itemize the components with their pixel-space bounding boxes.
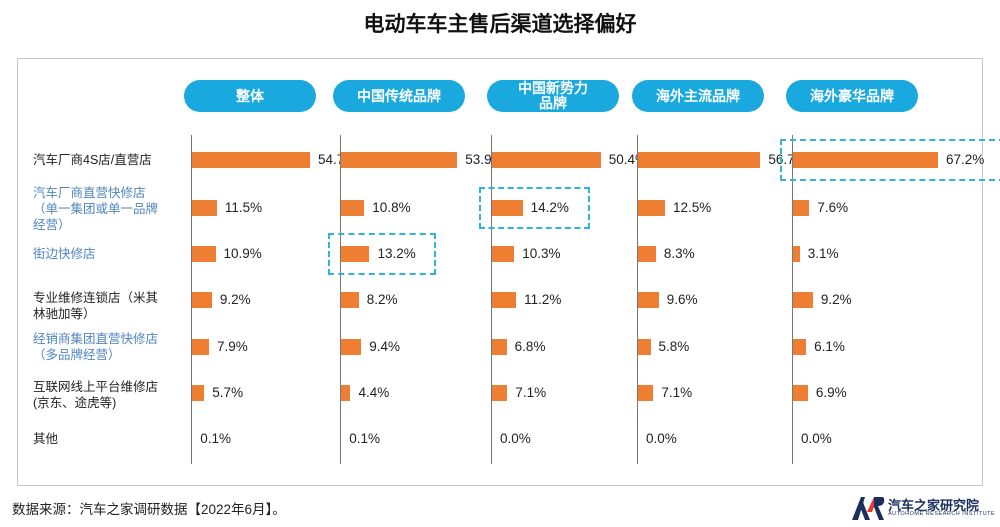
category-label: 街边快修店 — [33, 247, 96, 261]
data-label: 9.4% — [369, 339, 401, 354]
bar — [192, 292, 212, 308]
bar — [341, 152, 458, 168]
bar — [492, 152, 601, 168]
bar — [793, 152, 938, 168]
chart-frame — [17, 58, 983, 486]
bar — [793, 292, 813, 308]
data-label: 10.8% — [372, 200, 411, 215]
bar — [492, 200, 523, 216]
bar — [793, 200, 810, 216]
data-label: 9.2% — [219, 292, 251, 307]
bar — [638, 246, 656, 262]
autohome-logo-icon — [852, 497, 885, 520]
bar — [341, 200, 365, 216]
category-label: 经销商集团直营快修店 （多品牌经营） — [33, 332, 159, 362]
column-axis-line — [191, 135, 192, 464]
category-label: 其他 — [33, 432, 59, 446]
bar — [492, 246, 515, 262]
data-label: 8.2% — [366, 292, 398, 307]
data-label: 14.2% — [530, 200, 569, 215]
data-label: 9.2% — [820, 292, 852, 307]
data-label: 6.1% — [814, 339, 845, 354]
column-axis-line — [637, 135, 638, 464]
data-label: 0.0% — [646, 431, 677, 446]
bar — [638, 339, 651, 355]
bar — [192, 200, 217, 216]
data-label: 7.1% — [515, 385, 547, 400]
bar — [638, 292, 659, 308]
bar — [638, 200, 665, 216]
column-header: 中国新势力 品牌 — [487, 80, 619, 112]
bar — [793, 385, 808, 401]
column-axis-line — [491, 135, 492, 464]
column-axis-line — [792, 135, 793, 464]
column-header: 整体 — [184, 80, 316, 112]
highlight-box — [479, 187, 590, 229]
logo-brand-text: 汽车之家研究院 — [888, 498, 980, 513]
bar — [638, 152, 761, 168]
bar — [341, 246, 370, 262]
column-header: 海外主流品牌 — [632, 80, 764, 112]
highlight-box — [328, 233, 437, 275]
data-label: 0.1% — [349, 431, 380, 446]
data-label: 0.1% — [200, 431, 231, 446]
chart-title: 电动车车主售后渠道选择偏好 — [363, 13, 637, 36]
bar — [192, 385, 205, 401]
data-label: 7.9% — [217, 339, 248, 354]
column-header: 中国传统品牌 — [333, 80, 465, 112]
data-label: 12.5% — [672, 200, 712, 215]
data-label: 0.0% — [801, 431, 832, 446]
column-axis-line — [340, 135, 341, 464]
source-note: 数据来源：汽车之家调研数据【2022年6月】。 — [12, 502, 286, 517]
data-label: 0.0% — [500, 431, 531, 446]
data-label: 7.6% — [817, 200, 849, 215]
logo-sub-text: AUTOHOME RESEARCH INSTITUTE — [888, 511, 996, 517]
data-label: 9.6% — [666, 292, 698, 307]
bar — [492, 385, 508, 401]
column-header: 海外豪华品牌 — [786, 80, 918, 112]
bar — [192, 339, 210, 355]
bar — [492, 339, 507, 355]
category-label: 互联网线上平台维修店 (京东、途虎等) — [33, 380, 159, 410]
category-label: 汽车厂商4S店/直营店 — [33, 153, 152, 167]
data-label: 8.3% — [663, 246, 695, 261]
bar — [793, 339, 807, 355]
data-label: 5.7% — [212, 385, 244, 400]
bar — [341, 385, 351, 401]
data-label: 6.8% — [514, 339, 546, 354]
data-label: 13.2% — [377, 246, 416, 261]
bar — [192, 246, 216, 262]
bar — [341, 292, 359, 308]
brand-logo: 汽车之家研究院 AUTOHOME RESEARCH INSTITUTE — [850, 494, 1000, 524]
data-label: 11.2% — [524, 292, 562, 307]
bar — [492, 292, 517, 308]
category-label: 汽车厂商直营快修店 （单一集团或单一品牌 经营） — [33, 186, 159, 232]
bar — [341, 339, 362, 355]
data-label: 5.8% — [658, 339, 690, 354]
data-label: 3.1% — [807, 246, 839, 261]
bar — [638, 385, 654, 401]
highlight-box — [780, 139, 1000, 181]
data-label: 6.9% — [815, 385, 847, 400]
bar — [192, 152, 311, 168]
data-label: 11.5% — [224, 200, 263, 215]
data-label: 4.4% — [358, 385, 390, 400]
category-label: 专业维修连锁店（米其 林驰加等） — [33, 291, 159, 321]
data-label: 7.1% — [661, 385, 693, 400]
data-label: 67.2% — [946, 152, 985, 167]
data-label: 10.3% — [522, 246, 561, 261]
bar — [793, 246, 800, 262]
data-label: 10.9% — [223, 246, 262, 261]
